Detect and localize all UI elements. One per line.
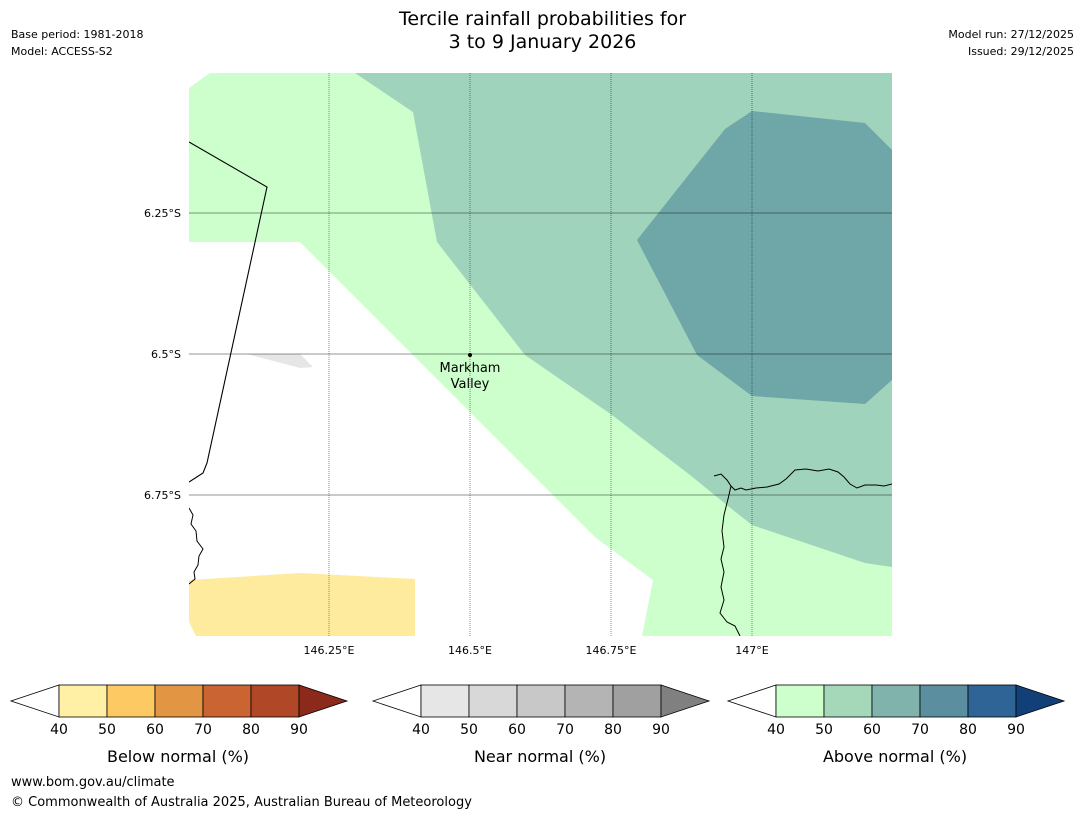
lon-label-4: 147°E bbox=[735, 644, 768, 657]
colorbar-title-near: Near normal (%) bbox=[474, 747, 606, 766]
colorbar-segment bbox=[468, 684, 518, 718]
lon-label-3: 146.75°E bbox=[586, 644, 637, 657]
colorbar-extend-left bbox=[371, 684, 422, 718]
colorbar-tick-label: 90 bbox=[652, 722, 670, 738]
colorbar-tick-label: 70 bbox=[911, 722, 929, 738]
colorbar-segment bbox=[823, 684, 873, 718]
lat-label-3: 6.75°S bbox=[144, 489, 181, 502]
meta-left: Base period: 1981-2018 Model: ACCESS-S2 bbox=[11, 26, 143, 60]
colorbar-segment bbox=[775, 684, 825, 718]
meta-right: Model run: 27/12/2025 Issued: 29/12/2025 bbox=[948, 26, 1074, 60]
footer-copyright: © Commonwealth of Australia 2025, Austra… bbox=[11, 795, 472, 810]
issued-date: Issued: 29/12/2025 bbox=[967, 45, 1074, 58]
colorbar-tick-label: 70 bbox=[194, 722, 212, 738]
colorbar-tick-label: 60 bbox=[863, 722, 881, 738]
colorbar-title-below: Below normal (%) bbox=[107, 747, 249, 766]
lon-label-1: 146.25°E bbox=[304, 644, 355, 657]
lat-label-1: 6.25°S bbox=[144, 207, 181, 220]
colorbar-above-normal: Above normal (%) 40 50 60 70 80 90 bbox=[726, 684, 1066, 766]
model-name: Model: ACCESS-S2 bbox=[11, 45, 113, 58]
below-normal-40-region bbox=[189, 573, 415, 636]
colorbar-below-normal: Below normal (%) 40 50 60 70 80 90 bbox=[9, 684, 349, 766]
colorbar-tick-label: 80 bbox=[604, 722, 622, 738]
place-label-line-1: Markham bbox=[440, 361, 501, 376]
colorbar-tick-label: 40 bbox=[412, 722, 430, 738]
colorbar-tick-label: 70 bbox=[556, 722, 574, 738]
grid-lines bbox=[189, 73, 892, 636]
colorbar-title-above: Above normal (%) bbox=[823, 747, 967, 766]
colorbar-tick-label: 50 bbox=[460, 722, 478, 738]
colorbar-segment bbox=[106, 684, 156, 718]
map-title: Tercile rainfall probabilities for 3 to … bbox=[0, 8, 1085, 54]
base-period: Base period: 1981-2018 bbox=[11, 28, 144, 41]
colorbar-segment bbox=[58, 684, 108, 718]
model-run: Model run: 27/12/2025 bbox=[948, 28, 1074, 41]
colorbar-extend-right bbox=[1015, 684, 1066, 718]
colorbar-extend-left bbox=[9, 684, 60, 718]
colorbar-segment bbox=[202, 684, 252, 718]
colorbar-segment bbox=[564, 684, 614, 718]
colorbar-tick-label: 60 bbox=[508, 722, 526, 738]
colorbar-tick-label: 40 bbox=[50, 722, 68, 738]
colorbar-extend-right bbox=[298, 684, 349, 718]
colorbar-tick-label: 80 bbox=[242, 722, 260, 738]
location-marker bbox=[468, 353, 472, 357]
colorbar-segment bbox=[871, 684, 921, 718]
near-normal-40-region bbox=[247, 354, 313, 368]
map-area bbox=[189, 73, 892, 636]
river-line bbox=[719, 485, 741, 636]
colorbar-segment bbox=[967, 684, 1017, 718]
colorbar-tick-label: 90 bbox=[290, 722, 308, 738]
coastline-west bbox=[189, 507, 204, 585]
colorbar-segment bbox=[250, 684, 300, 718]
above-normal-60-region bbox=[637, 111, 892, 404]
lon-label-2: 146.5°E bbox=[448, 644, 492, 657]
colorbar-segment bbox=[516, 684, 566, 718]
colorbar-tick-label: 40 bbox=[767, 722, 785, 738]
colorbar-tick-label: 50 bbox=[815, 722, 833, 738]
colorbar-segment bbox=[612, 684, 662, 718]
colorbar-tick-label: 90 bbox=[1007, 722, 1025, 738]
colorbar-near-normal: Near normal (%) 40 50 60 70 80 90 bbox=[371, 684, 711, 766]
colorbar-segment bbox=[420, 684, 470, 718]
title-line-2: 3 to 9 January 2026 bbox=[448, 31, 637, 53]
footer-url: www.bom.gov.au/climate bbox=[11, 775, 175, 790]
place-label-line-2: Valley bbox=[451, 377, 490, 392]
colorbar-extend-right bbox=[660, 684, 711, 718]
colorbar-extend-left bbox=[726, 684, 777, 718]
province-border bbox=[189, 141, 268, 483]
lat-label-2: 6.5°S bbox=[151, 348, 181, 361]
colorbar-tick-label: 80 bbox=[959, 722, 977, 738]
colorbar-tick-label: 50 bbox=[98, 722, 116, 738]
title-line-1: Tercile rainfall probabilities for bbox=[398, 8, 687, 30]
colorbar-tick-label: 60 bbox=[146, 722, 164, 738]
colorbar-segment bbox=[919, 684, 969, 718]
colorbar-segment bbox=[154, 684, 204, 718]
coastline-east bbox=[713, 468, 892, 491]
